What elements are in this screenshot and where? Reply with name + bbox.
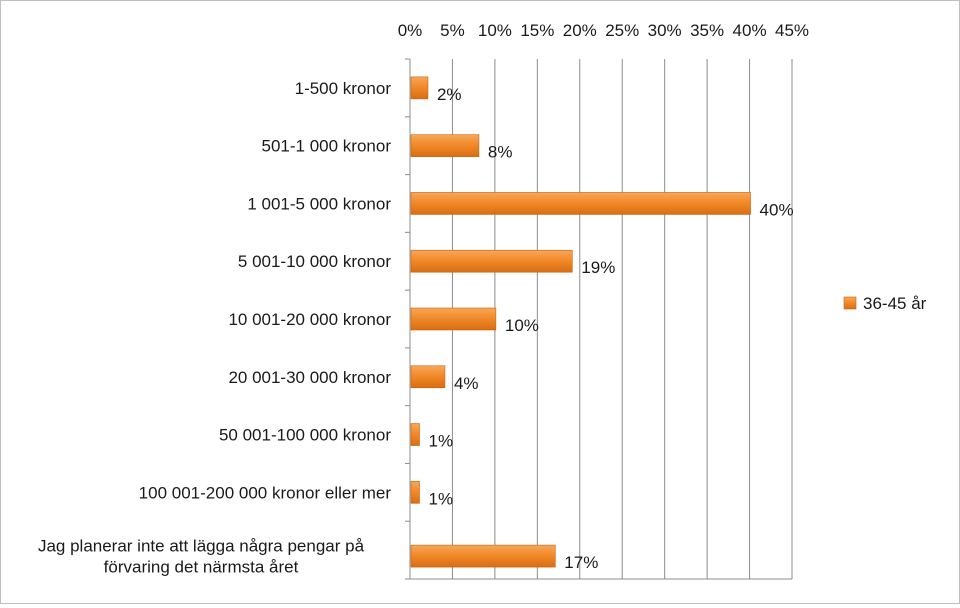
bar (410, 134, 480, 157)
labels: 1-500 kronor 2% 501-1 000 kronor 8% 1 001-5 … (38, 79, 794, 577)
x-tick-label: 0% (398, 21, 423, 40)
category-label-line: förvaring det närmsta året (104, 558, 299, 577)
x-tick-label: 10% (478, 21, 512, 40)
category-label-line: 1 001-5 000 kronor (247, 194, 391, 213)
category-label-line: 1-500 kronor (295, 79, 392, 98)
bar (410, 423, 420, 446)
category-label-line: 50 001-100 000 kronor (219, 426, 391, 445)
bar (410, 76, 429, 100)
bar (410, 365, 446, 389)
axes: 0% 5% 10% 15% 20% 25% 30% 35% 40% 45% (398, 21, 809, 580)
bars (410, 76, 751, 568)
x-tick-label: 15% (520, 21, 554, 40)
data-label: 19% (581, 258, 615, 277)
data-label: 17% (564, 553, 598, 572)
category-label: 10 001-20 000 kronor (228, 310, 391, 329)
data-label: 1% (428, 489, 453, 508)
bar (410, 307, 497, 331)
x-tick-label: 25% (605, 21, 639, 40)
legend-label: 36-45 år (863, 294, 927, 313)
x-tick-label: 40% (733, 21, 767, 40)
legend-swatch (843, 296, 857, 310)
category-label: Jag planerar inte att lägga några pengar… (38, 537, 365, 577)
data-label: 1% (428, 432, 453, 451)
category-label: 5 001-10 000 kronor (238, 252, 391, 271)
x-tick-label: 45% (775, 21, 809, 40)
bar (410, 192, 751, 215)
category-label-line: 5 001-10 000 kronor (238, 252, 391, 271)
category-label-line: 501-1 000 kronor (262, 137, 392, 156)
x-tick-label: 20% (563, 21, 597, 40)
category-label-line: 20 001-30 000 kronor (228, 368, 391, 387)
data-label: 8% (488, 143, 513, 162)
category-label: 50 001-100 000 kronor (219, 426, 391, 445)
category-label: 100 001-200 000 kronor eller mer (139, 483, 392, 502)
bar (410, 481, 420, 504)
category-label: 1 001-5 000 kronor (247, 194, 391, 213)
data-label: 4% (454, 374, 479, 393)
category-label: 501-1 000 kronor (262, 137, 392, 156)
category-label-line: Jag planerar inte att lägga några pengar… (38, 537, 365, 556)
category-label-line: 100 001-200 000 kronor eller mer (139, 483, 392, 502)
category-label: 20 001-30 000 kronor (228, 368, 391, 387)
x-tick-label: 35% (690, 21, 724, 40)
category-label: 1-500 kronor (295, 79, 392, 98)
bar (410, 249, 573, 273)
data-label: 2% (437, 85, 462, 104)
legend: 36-45 år (843, 294, 927, 313)
x-tick-label: 30% (648, 21, 682, 40)
data-label: 40% (760, 200, 794, 219)
bar (410, 544, 556, 568)
data-label: 10% (505, 316, 539, 335)
x-tick-label: 5% (440, 21, 465, 40)
category-label-line: 10 001-20 000 kronor (228, 310, 391, 329)
